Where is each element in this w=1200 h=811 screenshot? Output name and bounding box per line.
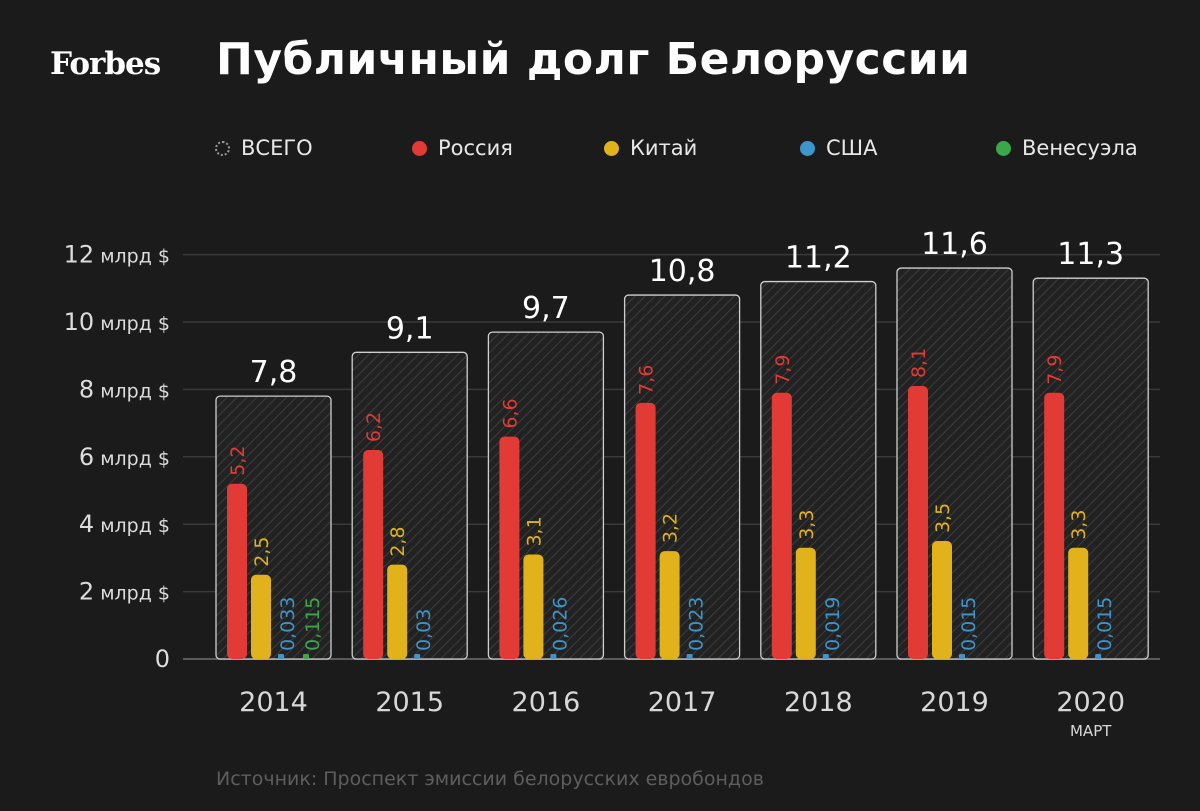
legend: ВСЕГО Россия Китай США Венесуэла [0, 136, 1200, 166]
series-bar [771, 392, 792, 659]
series-bar [278, 654, 284, 659]
y-tick-label: 2 млрд $ [79, 578, 170, 606]
source-note: Источник: Проспект эмиссии белорусских е… [216, 768, 764, 790]
red-dot-icon [412, 140, 427, 156]
series-bar [1068, 547, 1089, 659]
series-bar [1044, 392, 1065, 659]
legend-item-china: Китай [604, 136, 697, 160]
series-value-label: 0,019 [822, 597, 844, 651]
total-value-label: 9,7 [522, 291, 570, 326]
series-bar [387, 564, 408, 659]
series-bar [908, 386, 928, 659]
series-bar [635, 402, 656, 659]
series-bar [959, 654, 965, 659]
total-value-label: 7,8 [250, 355, 298, 390]
series-bar [822, 654, 829, 659]
legend-item-russia: Россия [412, 136, 513, 160]
series-value-label: 0,015 [1094, 597, 1116, 651]
hatch-icon [215, 140, 230, 156]
legend-label-total: ВСЕГО [241, 136, 313, 160]
y-axis: 0 2 млрд $ 4 млрд $ 6 млрд $ 8 млрд $ 10 млрд… [64, 241, 170, 673]
x-tick-label: 2017 [648, 687, 717, 718]
series-value-label: 6,6 [499, 398, 521, 428]
legend-item-usa: США [800, 136, 878, 160]
series-value-label: 2,5 [251, 537, 273, 567]
series-value-label: 7,9 [772, 355, 794, 385]
series-bar [499, 436, 520, 659]
legend-label-russia: Россия [438, 136, 513, 160]
total-value-label: 11,2 [785, 241, 852, 276]
y-tick-label: 4 млрд $ [79, 510, 170, 538]
series-bar [414, 654, 421, 659]
y-tick-label: 10 млрд $ [64, 308, 170, 336]
bars: 7,8 5,2 2,5 0,033 0,115 9,1 6,2 2,8 0,03 9,7 6,6 3,… [215, 227, 1149, 660]
series-value-label: 3,1 [523, 516, 545, 546]
series-value-label: 3,3 [796, 510, 818, 540]
series-value-label: 0,115 [302, 597, 324, 651]
series-value-label: 0,026 [549, 597, 571, 651]
x-tick-label: 2019 [920, 687, 989, 718]
yellow-dot-icon [604, 140, 619, 156]
x-tick-label: 2018 [784, 687, 853, 718]
x-tick-label: 2015 [375, 687, 444, 718]
legend-item-venezuela: Венесуэла [996, 136, 1138, 160]
series-value-label: 0,023 [686, 597, 708, 651]
series-bar [550, 654, 557, 659]
series-bar [251, 574, 271, 659]
series-bar [686, 654, 693, 659]
total-value-label: 9,1 [386, 311, 434, 346]
series-bar [523, 554, 544, 659]
series-value-label: 3,2 [660, 513, 682, 543]
legend-label-china: Китай [630, 136, 698, 160]
x-tick-label: 2020 [1056, 687, 1125, 718]
x-tick-sublabel: МАРТ [1070, 722, 1112, 740]
total-value-label: 11,3 [1057, 237, 1124, 272]
series-value-label: 3,3 [1068, 510, 1090, 540]
x-tick-label: 2014 [239, 687, 308, 718]
total-value-label: 10,8 [649, 254, 716, 289]
series-value-label: 7,9 [1044, 355, 1066, 385]
legend-label-venezuela: Венесуэла [1022, 136, 1138, 160]
series-bar [227, 483, 247, 659]
series-bar [303, 654, 309, 659]
series-value-label: 0,033 [277, 597, 299, 651]
legend-item-total: ВСЕГО [215, 136, 313, 160]
x-tick-label: 2016 [512, 687, 581, 718]
series-bar [1095, 654, 1102, 659]
series-value-label: 0,015 [958, 597, 980, 651]
y-tick-label: 8 млрд $ [79, 375, 170, 403]
x-axis: 2014 2015 2016 2017 2018 2019 2020 МАРТ [239, 687, 1125, 740]
forbes-logo: Forbes [50, 46, 161, 82]
y-tick-label: 12 млрд $ [64, 241, 170, 269]
series-bar [659, 551, 680, 659]
series-bar [932, 541, 952, 659]
y-tick-label: 0 [155, 645, 170, 673]
blue-dot-icon [800, 140, 815, 156]
series-bar [795, 547, 816, 659]
series-value-label: 2,8 [387, 526, 409, 556]
y-tick-label: 6 млрд $ [79, 443, 170, 471]
total-value-label: 11,6 [921, 227, 988, 262]
green-dot-icon [996, 140, 1011, 156]
series-value-label: 5,2 [227, 446, 249, 476]
series-value-label: 6,2 [363, 412, 385, 442]
chart-title: Публичный долг Белоруссии [216, 34, 971, 85]
legend-label-usa: США [826, 136, 878, 160]
series-value-label: 0,03 [413, 609, 435, 651]
series-value-label: 8,1 [908, 348, 930, 378]
series-bar [363, 450, 384, 659]
series-value-label: 3,5 [932, 503, 954, 533]
series-value-label: 7,6 [636, 365, 658, 395]
